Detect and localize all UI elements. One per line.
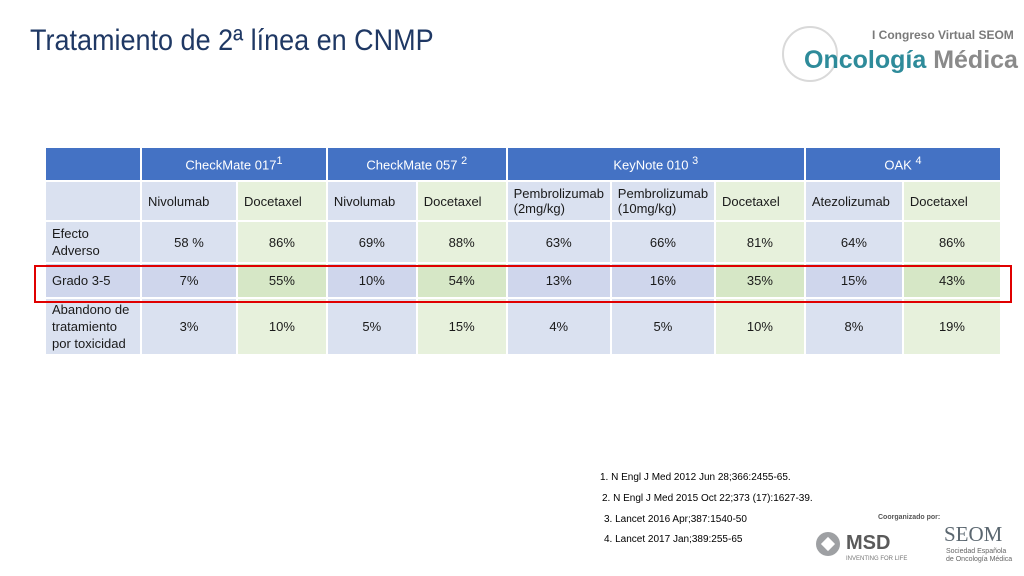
trial-header-oak: OAK 4 [805,148,1000,180]
arm-cell: Nivolumab [327,182,416,220]
value-cell: 58 % [142,222,236,262]
value-cell: 8% [805,299,902,354]
table-row-adverse-effect: Efecto Adverso 58 % 86% 69% 88% 63% 66% … [46,222,1000,262]
logo-ring-icon [782,26,838,82]
row-label: Abandono de tratamiento por toxicidad [46,299,140,354]
trial-header-keynote-010: KeyNote 010 3 [507,148,804,180]
value-cell: 16% [611,264,714,297]
msd-name: MSD [846,532,891,554]
reference-item: 3. Lancet 2016 Apr;387:1540-50 [604,514,747,525]
value-cell: 19% [903,299,1000,354]
value-cell: 5% [327,299,416,354]
value-cell: 86% [238,222,326,262]
value-cell: 43% [903,264,1000,297]
seom-name: SEOM [944,522,1003,546]
arm-cell: Atezolizumab [805,182,902,220]
trial-header-checkmate-017: CheckMate 0171 [142,148,326,180]
msd-mark-icon [816,532,840,556]
arm-cell: Docetaxel [238,182,326,220]
arm-cell: Docetaxel [417,182,506,220]
reference-item: 1. N Engl J Med 2012 Jun 28;366:2455-65. [600,472,791,483]
adverse-events-table: CheckMate 0171 CheckMate 057 2 KeyNote 0… [44,146,1002,356]
value-cell: 7% [142,264,236,297]
page-title: Tratamiento de 2ª línea en CNMP [30,24,434,57]
value-cell: 13% [507,264,610,297]
trial-header-checkmate-057: CheckMate 057 2 [327,148,506,180]
row-label: Grado 3-5 [46,264,140,297]
reference-item: 4. Lancet 2017 Jan;389:255-65 [604,534,743,545]
table-row-discontinuation: Abandono de tratamiento por toxicidad 3%… [46,299,1000,354]
arm-cell: Nivolumab [142,182,236,220]
value-cell: 4% [507,299,610,354]
value-cell: 64% [805,222,902,262]
arm-cell: Pembrolizumab (2mg/kg) [507,182,610,220]
seom-subtitle: Sociedad Española de Oncología Médica [946,548,1013,563]
value-cell: 10% [715,299,804,354]
arm-corner [46,182,140,220]
msd-logo: MSD INVENTING FOR LIFE [816,528,908,568]
value-cell: 66% [611,222,714,262]
grade-row-highlight-box [34,265,1012,303]
logo-brand-oncologia: Oncología [804,46,927,74]
value-cell: 10% [238,299,326,354]
trial-header-row: CheckMate 0171 CheckMate 057 2 KeyNote 0… [46,148,1000,180]
table-row-grade-3-5: Grado 3-5 7% 55% 10% 54% 13% 16% 35% 15%… [46,264,1000,297]
value-cell: 15% [417,299,506,354]
value-cell: 35% [715,264,804,297]
value-cell: 81% [715,222,804,262]
value-cell: 88% [417,222,506,262]
value-cell: 10% [327,264,416,297]
value-cell: 69% [327,222,416,262]
value-cell: 15% [805,264,902,297]
header-corner [46,148,140,180]
value-cell: 63% [507,222,610,262]
value-cell: 5% [611,299,714,354]
value-cell: 3% [142,299,236,354]
oncologia-medica-logo: I Congreso Virtual SEOM Oncología Médica [780,24,1018,84]
arm-cell: Pembrolizumab (10mg/kg) [611,182,714,220]
arm-cell: Docetaxel [903,182,1000,220]
value-cell: 54% [417,264,506,297]
msd-tagline: INVENTING FOR LIFE [846,556,908,562]
seom-logo: SEOM Sociedad Española de Oncología Médi… [944,522,1022,572]
congress-name: I Congreso Virtual SEOM [872,28,1014,42]
reference-item: 2. N Engl J Med 2015 Oct 22;373 (17):162… [602,493,813,504]
value-cell: 86% [903,222,1000,262]
value-cell: 55% [238,264,326,297]
logo-brand-medica: Médica [933,46,1018,74]
row-label: Efecto Adverso [46,222,140,262]
arm-cell: Docetaxel [715,182,804,220]
coorganized-label: Coorganizado por: [878,514,941,521]
logo-brand: Oncología Médica [804,46,1018,75]
arm-header-row: Nivolumab Docetaxel Nivolumab Docetaxel … [46,182,1000,220]
